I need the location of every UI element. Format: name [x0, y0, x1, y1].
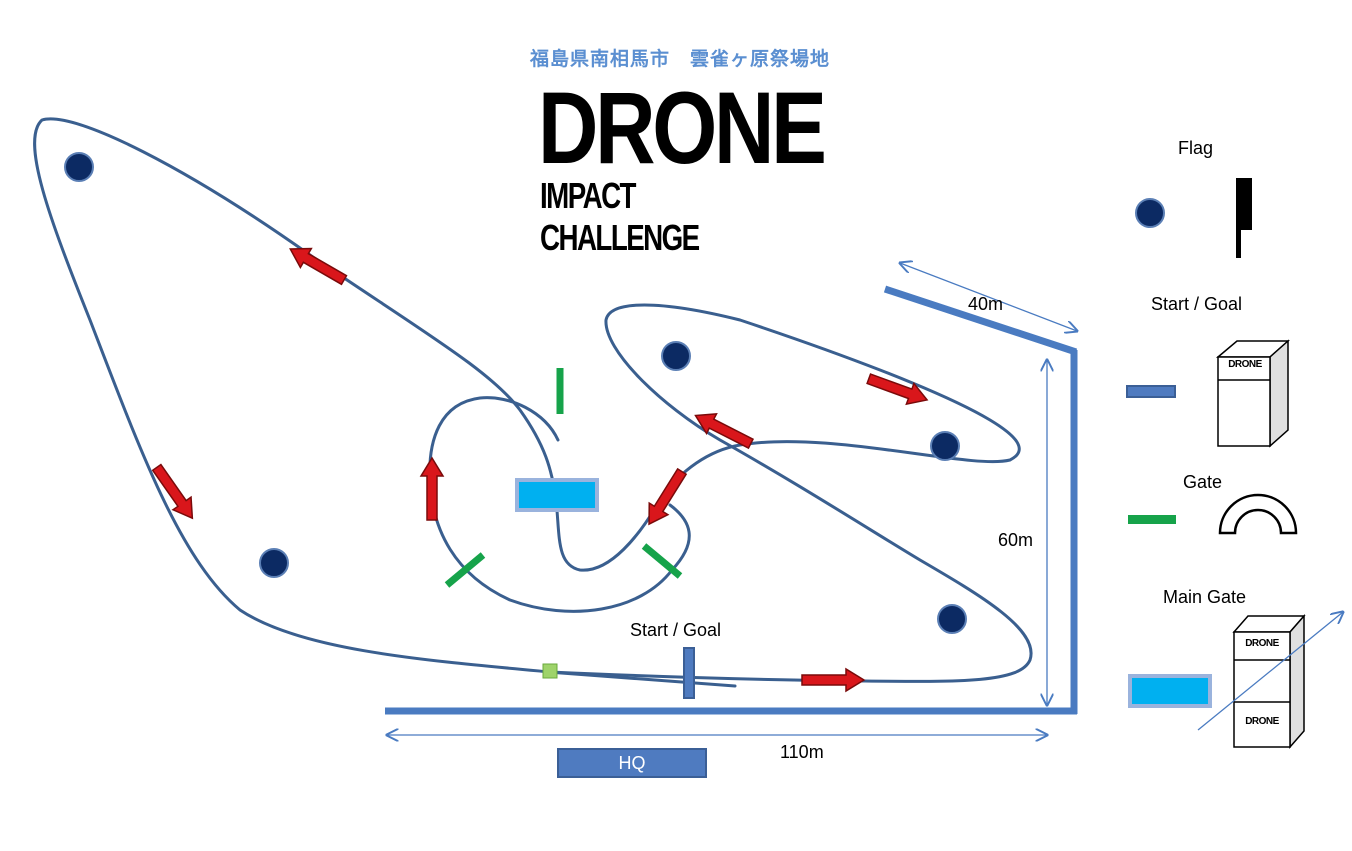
legend-gate-icons — [1128, 493, 1298, 535]
flag-marker-icon — [661, 341, 691, 371]
start-goal-box-icon — [1215, 339, 1290, 448]
legend-main-gate-icons — [1128, 612, 1343, 749]
arrow-icon — [289, 247, 348, 286]
legend-flag-label: Flag — [1178, 138, 1214, 158]
course-boundary — [385, 285, 1078, 715]
flag-marker-icon — [937, 604, 967, 634]
box-logo-label: DRONE — [1245, 716, 1279, 727]
gate-marker — [444, 552, 486, 588]
flight-direction-arrow — [1197, 612, 1343, 731]
flag-pole-icon — [1236, 178, 1252, 258]
legend-flag-icons — [1135, 178, 1252, 258]
gate-arch-icon — [1218, 493, 1298, 535]
start-goal-marker — [542, 647, 695, 699]
arrow-icon — [648, 467, 688, 526]
legend-start-goal-icons — [1126, 339, 1290, 448]
venue-title: 福島県南相馬市 雲雀ヶ原祭場地 — [529, 48, 830, 70]
flag-marker-icon — [64, 152, 94, 182]
box-logo-label: DRONE — [1245, 638, 1279, 649]
legend-gate-label: Gate — [1183, 472, 1223, 492]
logo-impact-challenge: IMPACT CHALLENGE — [540, 175, 700, 258]
flag-marker-icon — [1135, 198, 1165, 228]
arrow-icon — [151, 463, 194, 520]
start-goal-label: Start / Goal — [630, 620, 722, 640]
main-gate-box-icon — [1232, 614, 1306, 749]
arrow-icon — [801, 667, 866, 693]
flight-route — [33, 117, 1033, 688]
course-flags — [64, 152, 967, 634]
hq-marker: HQ — [557, 748, 707, 778]
flag-marker-icon — [930, 431, 960, 461]
dimension-depth-label: 60m — [998, 530, 1034, 550]
gate-marker — [641, 543, 683, 579]
main-gate-marker — [515, 478, 599, 512]
flag-marker-icon — [259, 548, 289, 578]
dimension-length-label: 110m — [780, 742, 824, 762]
dimension-lines — [387, 263, 1077, 735]
arrow-icon — [866, 373, 929, 406]
box-logo-label: DRONE — [1228, 359, 1262, 370]
legend-main-gate-label: Main Gate — [1163, 587, 1247, 607]
direction-arrows — [151, 247, 929, 693]
arrow-icon — [419, 456, 445, 521]
course-gates — [444, 368, 683, 588]
arrow-icon — [694, 412, 755, 450]
dimension-width-label: 40m — [968, 294, 1004, 314]
legend-start-goal-label: Start / Goal — [1151, 294, 1243, 314]
